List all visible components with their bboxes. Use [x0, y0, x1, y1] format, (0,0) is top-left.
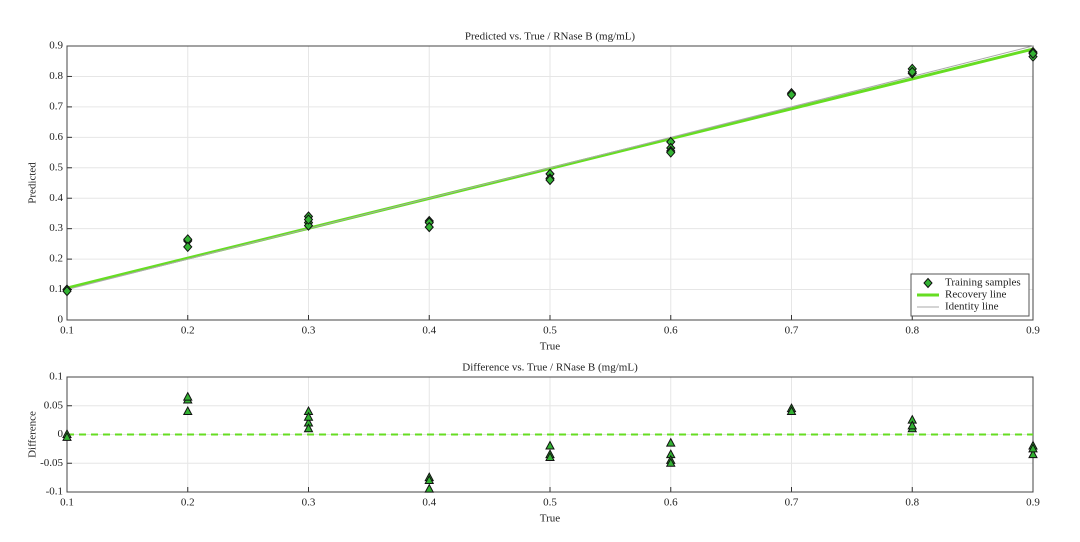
axes-box [66, 45, 1034, 321]
marker [1028, 449, 1038, 459]
y-axis-label: Predicted [27, 162, 39, 204]
marker [303, 423, 314, 433]
marker [545, 174, 555, 186]
y-tick-label: 0 [58, 428, 64, 440]
y-tick-label: 0.6 [49, 131, 63, 143]
y-tick-label: 0.8 [49, 70, 63, 82]
marker [424, 474, 435, 484]
y-tick-label: 0 [58, 314, 64, 326]
x-tick-label: 0.3 [302, 325, 316, 337]
x-tick-label: 0.3 [302, 497, 316, 509]
chart-title: Predicted vs. True / RNase B (mg/mL) [465, 31, 636, 43]
x-tick-label: 0.4 [422, 325, 436, 337]
series-line [66, 47, 1034, 290]
marker [62, 431, 72, 441]
y-tick-label: 0.1 [49, 371, 63, 383]
marker [183, 241, 193, 253]
y-tick-label: 0.05 [44, 399, 64, 411]
marker [303, 411, 314, 421]
legend-label: Training samples [945, 277, 1021, 289]
marker [303, 220, 314, 231]
x-tick-label: 0.7 [785, 497, 799, 509]
y-tick-label: 0.2 [49, 253, 63, 265]
marker [545, 451, 555, 461]
marker [545, 440, 555, 450]
y-tick-label: 0.1 [49, 283, 63, 295]
marker [424, 483, 435, 493]
y-tick-label: -0.05 [40, 457, 63, 469]
marker [665, 457, 676, 467]
y-tick-label: -0.1 [46, 486, 63, 498]
series-line [66, 45, 1034, 291]
marker [786, 405, 797, 415]
chart-title: Difference vs. True / RNase B (mg/mL) [462, 362, 638, 374]
x-tick-label: 0.1 [60, 497, 74, 509]
x-tick-label: 0.6 [664, 325, 678, 337]
x-axis-label: True [540, 513, 560, 525]
marker [303, 214, 314, 225]
marker [182, 391, 193, 401]
x-tick-label: 0.9 [1026, 325, 1040, 337]
x-tick-label: 0.9 [1026, 497, 1040, 509]
y-tick-label: 0.5 [49, 161, 63, 173]
marker [907, 420, 918, 430]
x-tick-label: 0.5 [543, 497, 557, 509]
x-tick-label: 0.8 [905, 497, 919, 509]
x-tick-label: 0.2 [181, 325, 195, 337]
legend-label: Recovery line [945, 289, 1007, 301]
x-tick-label: 0.8 [905, 325, 919, 337]
marker [62, 285, 72, 297]
marker [665, 437, 676, 447]
x-tick-label: 0.2 [181, 497, 195, 509]
marker [182, 405, 193, 415]
marker [424, 221, 434, 233]
x-tick-label: 0.6 [664, 497, 678, 509]
legend-label: Identity line [945, 301, 999, 313]
x-tick-label: 0.7 [785, 325, 799, 337]
y-tick-label: 0.7 [49, 100, 63, 112]
marker [1028, 443, 1038, 453]
y-axis-label: Difference [27, 411, 39, 458]
y-tick-label: 0.4 [49, 192, 63, 204]
marker [923, 277, 933, 289]
x-tick-label: 0.1 [60, 325, 74, 337]
marker [1028, 48, 1038, 59]
marker [666, 147, 676, 158]
marker [907, 66, 917, 78]
x-axis-label: True [540, 341, 560, 353]
y-tick-label: 0.3 [49, 222, 63, 234]
x-tick-label: 0.4 [422, 497, 436, 509]
marker [786, 89, 797, 100]
y-tick-label: 0.9 [49, 40, 63, 52]
x-tick-label: 0.5 [543, 325, 557, 337]
